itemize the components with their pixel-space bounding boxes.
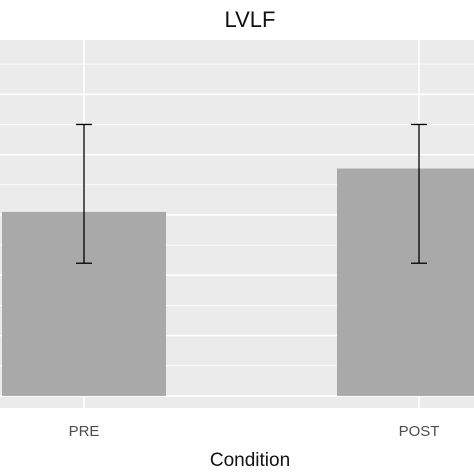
x-tick-label-post: POST — [399, 423, 440, 440]
bar-post — [337, 168, 474, 396]
chart-title: LVLF — [225, 7, 276, 32]
error-bars — [76, 123, 427, 264]
error-bar-pre — [76, 123, 92, 264]
x-tick-label-pre: PRE — [69, 423, 100, 440]
x-axis-label: Condition — [210, 450, 290, 471]
x-tick-labels: PRE POST — [69, 423, 440, 440]
error-bar-post — [411, 123, 427, 264]
